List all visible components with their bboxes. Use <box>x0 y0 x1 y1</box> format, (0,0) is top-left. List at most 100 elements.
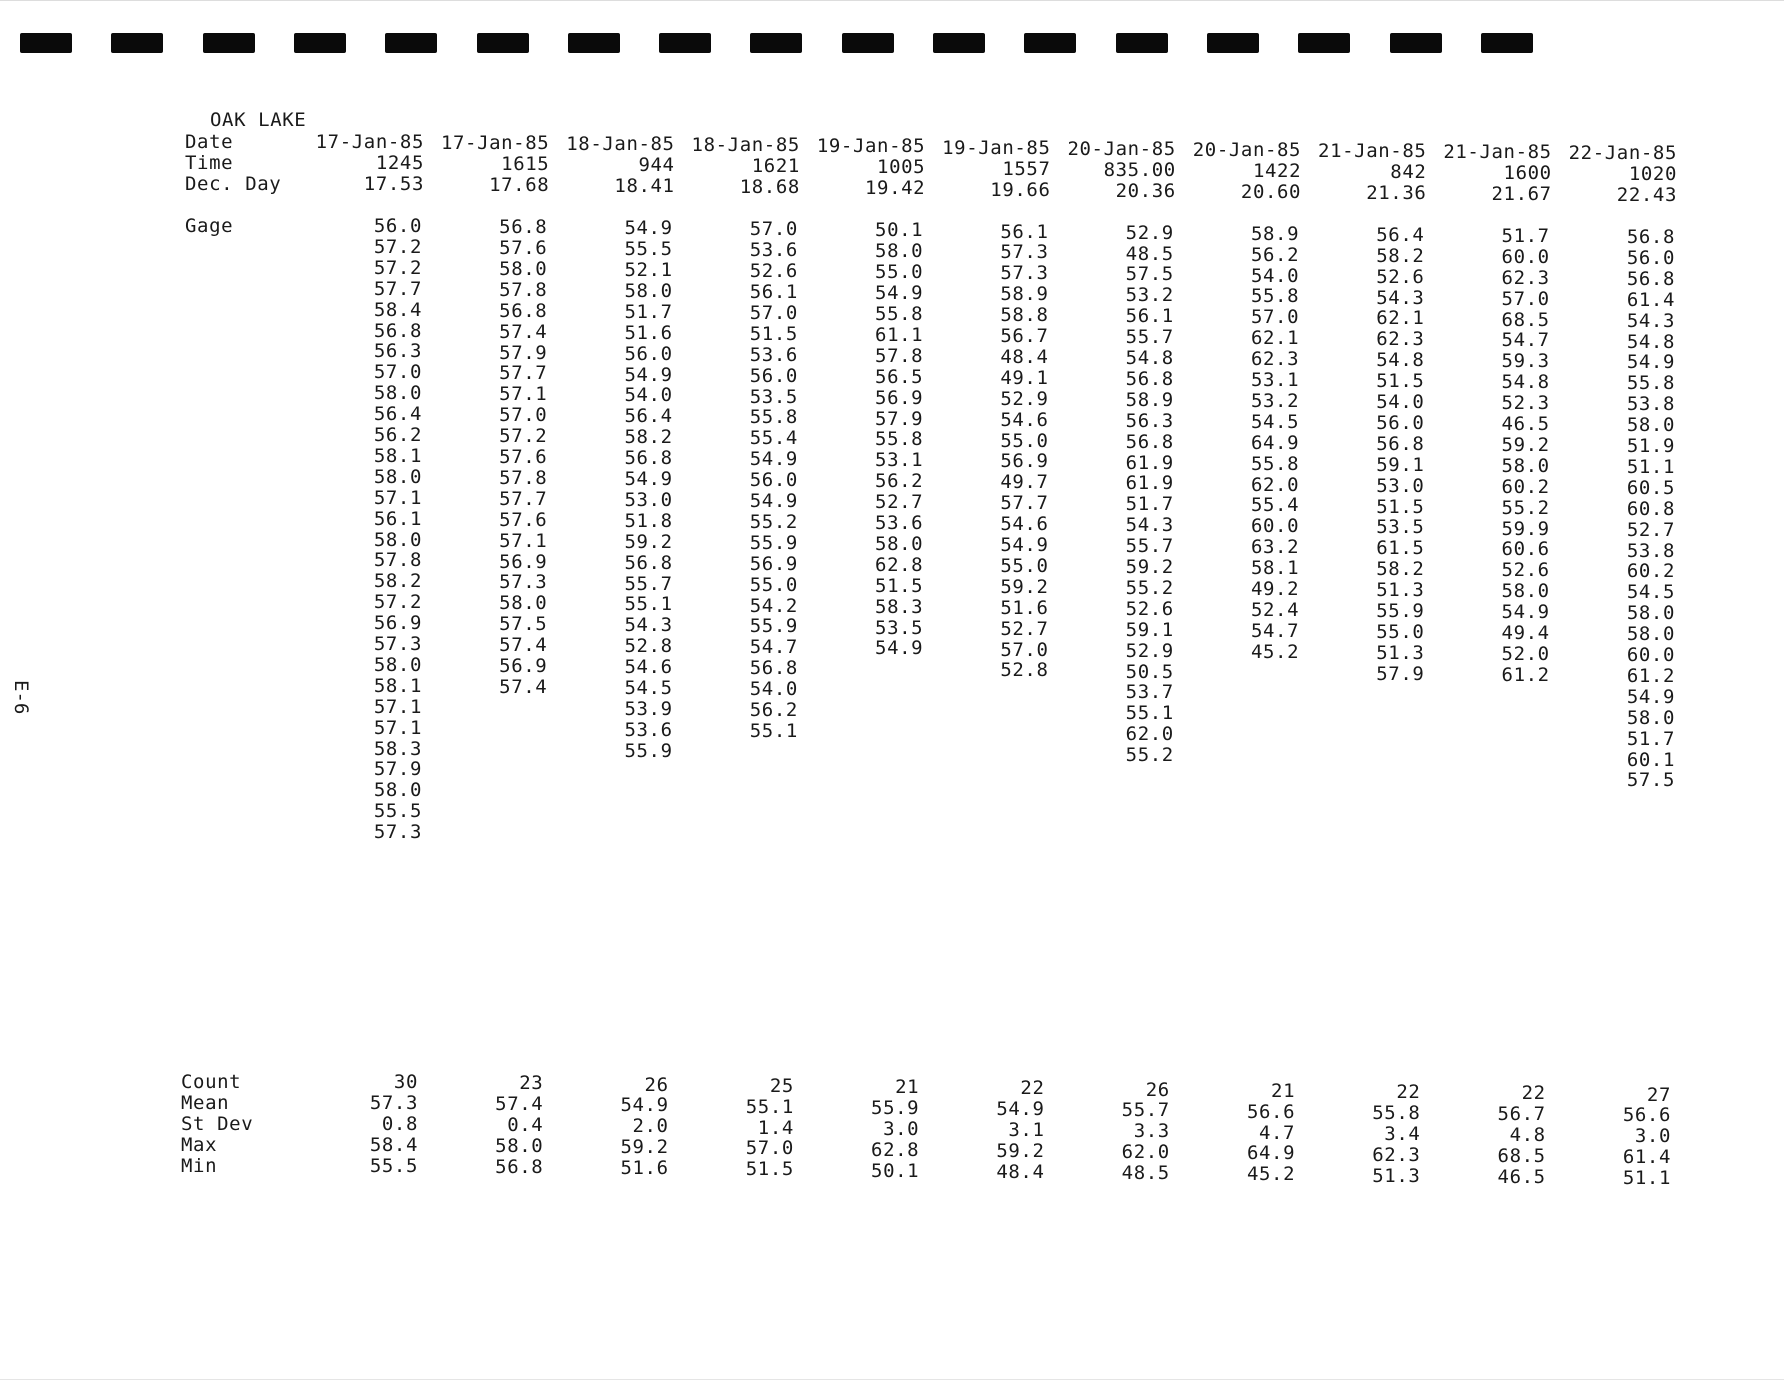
gage-value: 52.9 <box>1125 221 1174 244</box>
gage-value: 56.4 <box>624 405 673 428</box>
column-date: 18-Jan-85 <box>566 133 675 156</box>
gage-value: 58.9 <box>1000 283 1049 306</box>
column-time: 1422 <box>1252 159 1302 182</box>
gage-value: 62.0 <box>1125 723 1174 746</box>
gage-value: 57.0 <box>499 404 548 427</box>
punch-hole <box>476 33 529 53</box>
gage-value: 52.0 <box>1501 642 1550 665</box>
gage-value: 52.6 <box>749 260 798 283</box>
gage-value: 56.0 <box>624 342 673 365</box>
gage-value: 58.3 <box>373 737 422 760</box>
stat-count: 21 <box>1271 1079 1296 1102</box>
stat-mean: 56.7 <box>1497 1103 1546 1126</box>
gage-value: 51.7 <box>1626 727 1675 750</box>
gage-value: 62.3 <box>1250 348 1300 371</box>
stat-stdev: 4.7 <box>1258 1121 1296 1144</box>
stat-stdev: 0.8 <box>381 1112 418 1135</box>
column-time: 1600 <box>1503 161 1552 184</box>
stat-count: 22 <box>1521 1082 1546 1105</box>
gage-value: 57.8 <box>499 278 548 301</box>
gage-value: 57.2 <box>373 235 422 258</box>
column-time: 944 <box>638 154 675 177</box>
gage-value: 58.0 <box>373 465 422 488</box>
gage-value: 56.9 <box>499 550 548 573</box>
column-date: 21-Jan-85 <box>1443 140 1552 163</box>
stat-count: 25 <box>769 1074 794 1097</box>
gage-value: 51.3 <box>1376 641 1425 664</box>
gage-value: 49.7 <box>1000 471 1049 494</box>
stat-label-stdev: St Dev <box>181 1113 254 1135</box>
gage-value: 54.9 <box>749 490 798 512</box>
gage-value: 56.8 <box>1376 432 1425 455</box>
gage-value: 55.8 <box>875 428 924 451</box>
gage-value: 62.3 <box>1501 266 1550 289</box>
stat-mean: 56.6 <box>1246 1100 1296 1123</box>
punch-hole <box>111 33 164 53</box>
gage-value: 52.7 <box>1000 617 1049 640</box>
gage-value: 59.1 <box>1125 618 1174 641</box>
gage-value: 58.3 <box>875 595 924 618</box>
gage-value: 54.0 <box>1376 391 1425 413</box>
gage-value: 60.8 <box>1626 497 1675 520</box>
gage-value: 56.1 <box>373 507 422 530</box>
gage-value: 58.0 <box>373 779 422 802</box>
gage-value: 58.2 <box>624 426 673 449</box>
stat-stdev: 3.1 <box>1008 1119 1045 1142</box>
punch-hole <box>1480 33 1533 53</box>
gage-value: 57.2 <box>373 591 422 614</box>
gage-value: 60.1 <box>1626 748 1675 771</box>
gage-value: 58.2 <box>373 570 422 593</box>
gage-value: 52.6 <box>1376 265 1425 288</box>
stat-stdev: 3.3 <box>1133 1120 1170 1143</box>
punch-hole <box>659 33 712 53</box>
gage-value: 56.5 <box>875 365 924 388</box>
gage-value: 58.0 <box>875 532 924 555</box>
stat-min: 48.5 <box>1121 1162 1170 1185</box>
gage-value: 48.4 <box>1000 345 1049 368</box>
gage-value: 58.1 <box>1250 557 1300 580</box>
gage-value: 51.8 <box>624 509 673 532</box>
stat-count: 26 <box>644 1073 669 1096</box>
gage-value: 53.8 <box>1626 539 1675 562</box>
gage-value: 57.1 <box>499 529 548 552</box>
column-dec-day: 20.36 <box>1115 179 1176 202</box>
gage-value: 53.2 <box>1250 389 1300 412</box>
gage-value: 45.2 <box>1250 640 1300 663</box>
stat-mean: 55.9 <box>871 1096 920 1119</box>
gage-value: 53.0 <box>624 488 673 511</box>
gage-value: 52.6 <box>1501 559 1550 582</box>
stat-label-min: Min <box>181 1155 218 1177</box>
punch-hole <box>1024 33 1077 53</box>
gage-value: 62.3 <box>1376 328 1425 351</box>
gage-value: 58.0 <box>499 592 548 615</box>
gage-value: 56.8 <box>499 216 548 239</box>
gage-value: 51.7 <box>1125 493 1174 516</box>
gage-value: 58.0 <box>1626 623 1675 646</box>
column-date: 22-Jan-85 <box>1568 142 1677 164</box>
gage-value: 53.5 <box>1376 516 1425 539</box>
gage-value: 57.5 <box>1626 769 1675 792</box>
gage-value: 54.9 <box>1626 351 1675 374</box>
stat-count: 30 <box>393 1071 418 1093</box>
column-date: 17-Jan-85 <box>440 132 550 155</box>
gage-value: 58.0 <box>1501 454 1550 477</box>
gage-value: 48.5 <box>1125 242 1174 265</box>
gage-value: 58.1 <box>373 674 422 697</box>
stat-mean: 57.3 <box>369 1091 418 1114</box>
gage-value: 55.8 <box>1250 285 1300 308</box>
page-number: E-6 <box>10 680 32 715</box>
gage-value: 53.9 <box>624 697 673 720</box>
gage-value: 56.9 <box>499 655 548 677</box>
stat-min: 45.2 <box>1246 1163 1296 1186</box>
gage-value: 58.0 <box>373 653 422 676</box>
gage-value: 58.0 <box>373 382 422 405</box>
punch-hole <box>1389 33 1442 53</box>
gage-value: 56.0 <box>1626 246 1675 269</box>
stat-mean: 56.6 <box>1622 1104 1671 1127</box>
gage-value: 57.8 <box>499 466 548 489</box>
gage-value: 53.0 <box>1376 474 1425 497</box>
gage-value: 55.9 <box>624 739 673 762</box>
punch-hole <box>841 33 894 53</box>
gage-value: 61.2 <box>1626 664 1675 687</box>
gage-value: 51.7 <box>1501 224 1550 247</box>
